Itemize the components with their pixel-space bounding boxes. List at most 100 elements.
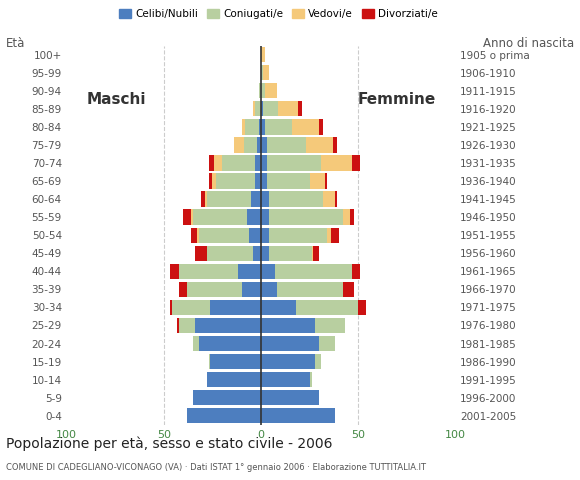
Bar [261,173,267,189]
Bar [261,209,269,225]
Bar [313,246,319,261]
Bar [177,318,179,333]
Bar [335,192,337,207]
Bar [195,318,261,333]
Bar [212,173,216,189]
Bar [278,101,298,117]
Bar [197,228,199,243]
Bar [259,119,261,134]
Bar [261,192,269,207]
Bar [215,156,222,171]
Bar [244,137,257,153]
Bar [179,282,187,297]
Bar [310,372,311,387]
Bar [263,65,269,80]
Bar [306,137,333,153]
Bar [199,336,261,351]
Bar [261,119,265,134]
Bar [261,390,319,406]
Bar [257,137,261,153]
Bar [234,137,244,153]
Bar [267,156,321,171]
Bar [255,173,261,189]
Bar [261,318,316,333]
Bar [277,282,343,297]
Bar [205,192,206,207]
Text: Maschi: Maschi [86,92,146,107]
Bar [206,372,261,387]
Bar [325,173,327,189]
Bar [172,300,211,315]
Bar [319,336,335,351]
Bar [298,101,302,117]
Text: Anno di nascita: Anno di nascita [483,37,574,50]
Bar [245,119,259,134]
Bar [206,246,253,261]
Bar [248,209,261,225]
Bar [209,354,211,369]
Bar [255,101,261,117]
Bar [269,246,311,261]
Bar [261,137,267,153]
Bar [191,209,193,225]
Bar [193,390,261,406]
Bar [187,282,241,297]
Bar [251,192,261,207]
Bar [261,264,274,279]
Bar [241,282,261,297]
Bar [310,173,325,189]
Bar [352,156,360,171]
Bar [193,336,199,351]
Bar [265,119,292,134]
Bar [319,119,323,134]
Bar [261,65,263,80]
Bar [261,47,265,62]
Bar [193,209,248,225]
Bar [343,282,354,297]
Bar [261,246,269,261]
Bar [350,209,354,225]
Bar [261,372,310,387]
Bar [333,137,337,153]
Bar [241,119,245,134]
Bar [269,209,343,225]
Bar [261,83,265,98]
Bar [296,300,358,315]
Bar [179,264,238,279]
Bar [253,246,261,261]
Text: Femmine: Femmine [358,92,436,107]
Bar [261,408,335,423]
Bar [267,173,310,189]
Bar [261,300,296,315]
Bar [292,119,319,134]
Bar [179,318,195,333]
Bar [201,192,205,207]
Bar [267,137,306,153]
Bar [216,173,255,189]
Bar [206,192,251,207]
Bar [261,282,277,297]
Bar [327,228,331,243]
Bar [311,246,313,261]
Bar [191,228,197,243]
Bar [249,228,261,243]
Bar [253,101,255,117]
Bar [261,354,316,369]
Bar [170,264,179,279]
Bar [195,246,206,261]
Bar [199,228,249,243]
Bar [211,354,261,369]
Bar [352,264,360,279]
Bar [261,228,269,243]
Bar [170,300,172,315]
Bar [261,101,263,117]
Bar [263,101,278,117]
Bar [323,192,335,207]
Text: COMUNE DI CADEGLIANO-VICONAGO (VA) · Dati ISTAT 1° gennaio 2006 · Elaborazione T: COMUNE DI CADEGLIANO-VICONAGO (VA) · Dat… [6,463,426,472]
Bar [358,300,366,315]
Text: Popolazione per età, sesso e stato civile - 2006: Popolazione per età, sesso e stato civil… [6,437,332,451]
Bar [321,156,352,171]
Bar [343,209,350,225]
Bar [331,228,339,243]
Bar [274,264,352,279]
